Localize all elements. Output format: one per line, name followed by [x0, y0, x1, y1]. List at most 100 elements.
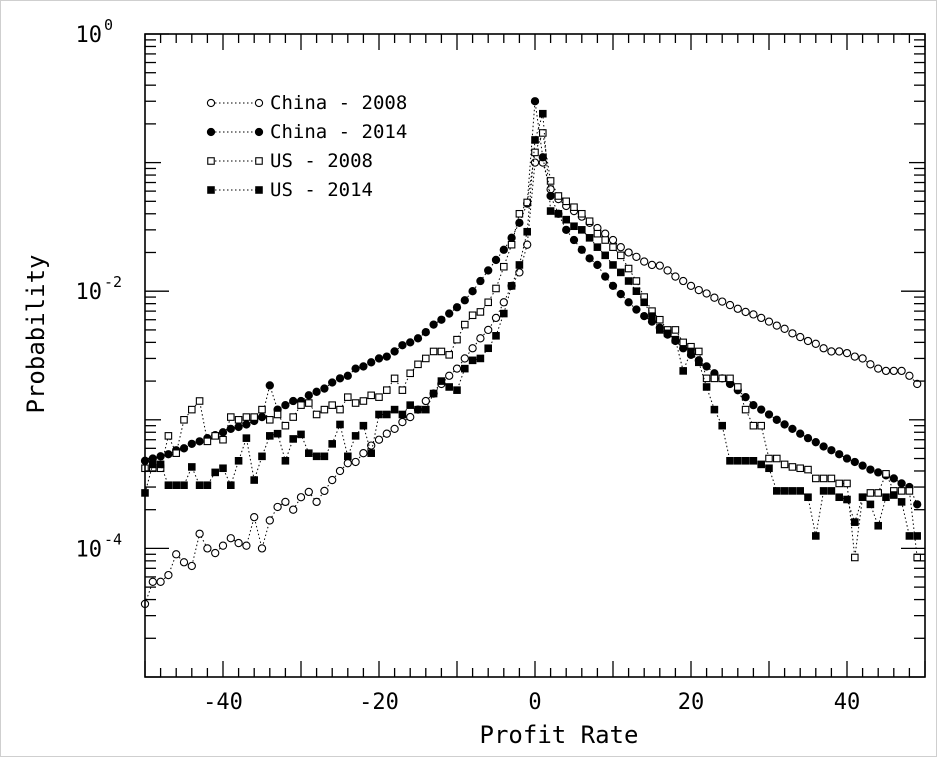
- data-point: [312, 410, 321, 419]
- data-point: [281, 421, 290, 430]
- data-point: [164, 450, 173, 459]
- data-point: [866, 465, 875, 474]
- data-point: [648, 312, 656, 320]
- data-point: [242, 541, 251, 550]
- data-point: [617, 251, 625, 260]
- data-point: [804, 465, 812, 474]
- data-point: [609, 261, 617, 269]
- data-point: [882, 493, 890, 502]
- data-point: [718, 421, 726, 430]
- data-point: [796, 487, 804, 495]
- legend-label: US - 2008: [270, 150, 373, 172]
- data-point: [726, 374, 734, 383]
- data-point: [757, 313, 766, 323]
- data-point: [718, 374, 726, 383]
- data-point: [866, 489, 875, 497]
- data-point: [601, 272, 610, 281]
- data-point: [788, 463, 797, 471]
- data-point: [530, 97, 540, 106]
- legend-marker: [206, 127, 216, 137]
- data-point: [562, 215, 570, 224]
- data-point: [601, 236, 609, 244]
- y-tick-label: 10: [76, 23, 103, 48]
- data-point: [702, 383, 711, 391]
- data-point: [890, 491, 898, 499]
- data-point: [257, 544, 267, 553]
- data-point: [827, 487, 836, 495]
- data-point: [812, 474, 820, 483]
- data-point: [624, 277, 633, 285]
- data-point: [905, 487, 914, 495]
- data-point: [406, 369, 414, 378]
- data-point: [710, 405, 719, 414]
- data-point: [702, 362, 711, 371]
- data-point: [227, 413, 235, 421]
- data-point: [842, 348, 852, 358]
- legend-marker: [255, 157, 263, 165]
- data-point: [257, 412, 267, 422]
- data-point: [515, 209, 524, 218]
- data-point: [546, 207, 555, 215]
- data-point: [258, 452, 266, 461]
- data-point: [476, 276, 485, 286]
- data-point: [398, 386, 407, 394]
- data-point: [367, 449, 375, 457]
- data-point: [608, 235, 618, 245]
- plot-frame: [144, 33, 926, 678]
- data-point: [624, 264, 633, 273]
- data-point: [476, 308, 485, 316]
- data-point: [203, 437, 212, 446]
- data-point: [866, 360, 875, 369]
- data-point: [491, 255, 501, 265]
- data-point: [281, 400, 290, 410]
- y-tick-label-exponent: -4: [104, 530, 122, 548]
- data-point: [343, 371, 352, 380]
- data-point: [819, 487, 828, 495]
- data-point: [445, 351, 453, 359]
- data-point: [578, 226, 586, 234]
- legend-marker: [207, 157, 215, 165]
- data-point: [499, 245, 508, 254]
- data-point: [570, 203, 578, 211]
- data-point: [320, 486, 329, 496]
- legend-label: US - 2014: [270, 179, 373, 201]
- data-point: [499, 298, 508, 307]
- data-point: [336, 405, 344, 414]
- data-point: [179, 558, 189, 567]
- data-point: [297, 401, 305, 409]
- data-point: [897, 479, 906, 488]
- data-point: [266, 416, 274, 424]
- data-point: [312, 387, 321, 396]
- data-point: [437, 315, 446, 324]
- data-point: [211, 432, 219, 440]
- data-point: [507, 282, 516, 290]
- data-point: [851, 518, 859, 526]
- data-point: [757, 421, 765, 430]
- data-point: [383, 386, 391, 394]
- data-point: [773, 487, 781, 495]
- data-point: [218, 541, 228, 550]
- data-point: [835, 347, 844, 356]
- data-point: [632, 277, 641, 285]
- data-point: [764, 317, 774, 326]
- data-point: [780, 487, 789, 495]
- data-point: [195, 481, 204, 490]
- data-point: [359, 397, 368, 405]
- data-point: [843, 479, 851, 488]
- data-point: [289, 435, 297, 443]
- data-point: [562, 197, 570, 206]
- data-point: [632, 305, 641, 314]
- data-point: [842, 454, 852, 463]
- data-point: [889, 366, 898, 376]
- data-point: [367, 441, 376, 450]
- data-point: [655, 261, 664, 270]
- data-point: [367, 391, 375, 400]
- data-point: [265, 381, 274, 390]
- data-point: [328, 378, 337, 387]
- data-point: [304, 391, 313, 400]
- data-point: [203, 481, 212, 490]
- data-point: [149, 460, 157, 469]
- data-point: [187, 439, 196, 449]
- legend: China - 2008 China - 2014 US - 2008 US - 20…: [206, 92, 407, 201]
